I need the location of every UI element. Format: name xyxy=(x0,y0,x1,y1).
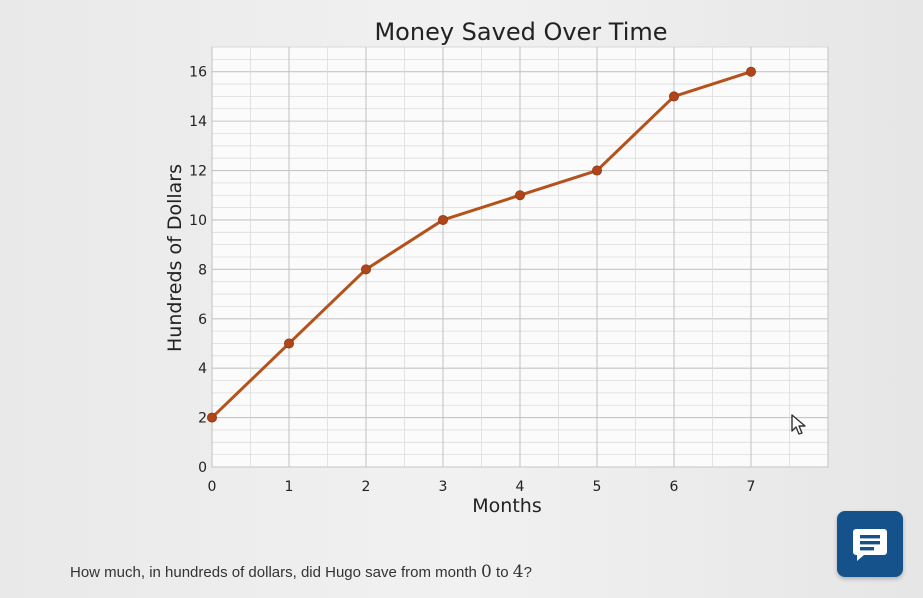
x-tick-label: 5 xyxy=(593,479,602,495)
chart-title: Money Saved Over Time xyxy=(374,18,667,46)
data-point xyxy=(515,190,526,201)
y-tick-label: 10 xyxy=(189,213,207,229)
question-end-month: 4 xyxy=(512,562,524,582)
y-tick-label: 4 xyxy=(198,361,207,377)
question-middle: to xyxy=(491,564,513,581)
data-point xyxy=(360,264,371,275)
y-tick-label: 16 xyxy=(189,65,207,81)
data-point xyxy=(206,412,217,423)
data-point xyxy=(746,66,757,77)
data-point xyxy=(437,214,448,225)
y-tick-label: 6 xyxy=(198,312,207,328)
x-axis-label: Months xyxy=(472,495,541,517)
question-prefix: How much, in hundreds of dollars, did Hu… xyxy=(70,564,482,581)
question-start-month: 0 xyxy=(481,562,492,582)
x-tick-label: 0 xyxy=(208,479,217,495)
data-point xyxy=(283,338,294,349)
y-tick-label: 8 xyxy=(198,262,207,278)
chat-button[interactable] xyxy=(837,511,903,577)
message-lines-icon xyxy=(853,529,887,561)
y-tick-label: 0 xyxy=(198,460,207,476)
x-tick-label: 2 xyxy=(362,479,371,495)
x-tick-label: 4 xyxy=(516,479,525,495)
x-tick-label: 1 xyxy=(285,479,294,495)
mouse-pointer-icon xyxy=(790,414,808,441)
y-tick-label: 14 xyxy=(189,114,207,130)
series-line xyxy=(210,70,753,420)
data-point xyxy=(592,165,603,176)
x-tick-label: 6 xyxy=(670,479,679,495)
y-tick-label: 12 xyxy=(189,164,207,180)
x-tick-label: 3 xyxy=(439,479,448,495)
x-tick-label: 7 xyxy=(747,479,756,495)
question-text: How much, in hundreds of dollars, did Hu… xyxy=(70,562,532,582)
question-suffix: ? xyxy=(523,564,532,581)
data-point xyxy=(669,91,680,102)
y-tick-label: 2 xyxy=(198,411,207,427)
y-axis-label: Hundreds of Dollars xyxy=(164,164,186,352)
